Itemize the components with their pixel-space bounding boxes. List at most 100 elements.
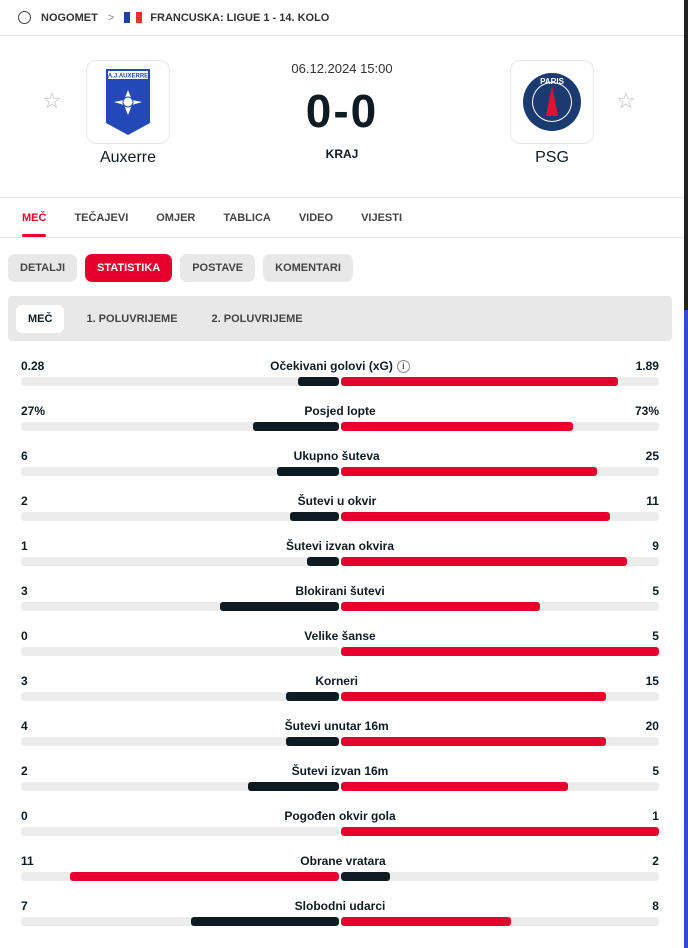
tab-tecajevi[interactable]: TEČAJEVI [74,212,129,224]
stat-bar-away-track [341,422,659,431]
stat-away-value: 5 [652,764,659,778]
stat-bar-home-track [21,737,339,746]
stat-bar-home-track [21,827,339,836]
stat-row: 0.28 Očekivani golovi (xG) i 1.89 [21,355,659,400]
stat-bar-away [341,557,628,566]
stat-bar-home-track [21,647,339,656]
tab-omjer[interactable]: OMJER [156,212,196,224]
stat-label: Korneri [315,674,358,688]
breadcrumb: NOGOMET > FRANCUSKA: LIGUE 1 - 14. KOLO [0,0,684,36]
stat-bar-away [341,917,511,926]
stat-home-value: 27% [21,404,46,418]
stat-row: 2 Šutevi u okvir 11 [21,490,659,535]
breadcrumb-league[interactable]: FRANCUSKA: LIGUE 1 - 14. KOLO [150,11,330,24]
stat-away-value: 5 [652,629,659,643]
period-second-half[interactable]: 2. POLUVRIJEME [211,312,303,325]
home-team-name[interactable]: Auxerre [99,149,157,166]
sub-tabs: DETALJI STATISTIKA POSTAVE KOMENTARI [0,238,688,296]
stat-row: 2 Šutevi izvan 16m 5 [21,760,659,805]
stats-list: 0.28 Očekivani golovi (xG) i 1.89 27% Posjed… [0,341,688,940]
stat-row: 0 Pogođen okvir gola 1 [21,805,659,850]
stat-bar-home [248,782,339,791]
stat-bar-away-track [341,737,659,746]
main-tabs: MEČ TEČAJEVI OMJER TABLICA VIDEO VIJESTI [0,198,684,238]
stat-away-value: 25 [645,449,659,463]
stat-away-value: 1.89 [635,359,659,373]
stat-bar-home-track [21,692,339,701]
tab-vijesti[interactable]: VIJESTI [361,212,403,224]
stat-home-value: 11 [21,854,34,868]
stat-bar-home [290,512,339,521]
period-first-half[interactable]: 1. POLUVRIJEME [86,312,178,325]
auxerre-crest-icon: A.J.AUXERRE [106,69,150,135]
match-score: 0-0 [305,85,379,137]
stat-label: Slobodni udarci [294,899,386,913]
football-icon [18,11,31,24]
stat-bar-away-track [341,647,659,656]
stat-bar-away-track [341,512,659,521]
stat-bar-home-track [21,557,339,566]
away-team-name[interactable]: PSG [535,149,569,166]
stat-bar-home-track [21,872,339,881]
stat-bar-away [341,602,540,611]
stat-row: 11 Obrane vratara 2 [21,850,659,895]
stat-label: Ukupno šuteva [293,449,380,463]
stat-home-value: 4 [21,719,28,733]
stat-label: Šutevi izvan okvira [285,539,395,553]
stat-label: Šutevi izvan 16m [291,764,389,778]
period-mec[interactable]: MEČ [16,304,65,333]
pill-statistika[interactable]: STATISTIKA [85,254,173,282]
stat-bar-home-track [21,512,339,521]
stat-row: 4 Šutevi unutar 16m 20 [21,715,659,760]
home-team-logo[interactable]: A.J.AUXERRE [86,60,170,144]
info-icon[interactable]: i [396,360,410,374]
window-edge-blue [684,310,688,948]
stat-bar-away-track [341,692,659,701]
stat-bar-home-track [21,467,339,476]
favorite-home-star-icon[interactable]: ☆ [42,88,62,113]
stat-away-value: 2 [652,854,659,868]
pill-detalji[interactable]: DETALJI [8,254,78,282]
tab-tablica[interactable]: TABLICA [223,212,271,224]
match-status: KRAJ [325,147,359,161]
stat-bar-away [341,782,569,791]
stat-bar-home [286,692,339,701]
stat-bar-home [253,422,339,431]
stat-bar-home-track [21,422,339,431]
stat-away-value: 73% [634,404,659,418]
stat-bar-away [341,872,390,881]
stat-row: 7 Slobodni udarci 8 [21,895,659,940]
france-flag-icon [124,12,143,23]
match-date: 06.12.2024 15:00 [291,61,393,76]
stat-bar-home-track [21,782,339,791]
stat-bar-away [341,467,598,476]
stat-bar-home [307,557,339,566]
pill-komentari[interactable]: KOMENTARI [263,254,353,282]
stat-bar-away [341,647,659,656]
stat-bar-home-track [21,377,339,386]
svg-text:A.J.AUXERRE: A.J.AUXERRE [108,74,148,80]
stat-home-value: 2 [21,494,28,508]
stat-label: Šutevi u okvir [297,494,377,508]
stat-home-value: 2 [21,764,28,778]
breadcrumb-sport[interactable]: NOGOMET [41,11,98,24]
stat-away-value: 8 [652,899,659,913]
stat-bar-home-track [21,602,339,611]
stat-bar-away-track [341,467,659,476]
stat-row: 1 Šutevi izvan okvira 9 [21,535,659,580]
stat-bar-away [341,377,618,386]
stat-away-value: 5 [652,584,659,598]
stat-label: Pogođen okvir gola [284,809,396,823]
stat-bar-home [219,602,339,611]
stat-home-value: 3 [21,674,28,688]
favorite-away-star-icon[interactable]: ☆ [616,88,636,113]
stat-bar-home [277,467,339,476]
stat-bar-away-track [341,917,659,926]
tab-mec[interactable]: MEČ [22,198,47,237]
psg-crest-icon: PARIS [523,73,581,131]
tab-video[interactable]: VIDEO [298,212,334,224]
stat-home-value: 0.28 [21,359,45,373]
stat-row: 27% Posjed lopte 73% [21,400,659,445]
pill-postave[interactable]: POSTAVE [180,254,256,282]
away-team-logo[interactable]: PARIS [510,60,594,144]
